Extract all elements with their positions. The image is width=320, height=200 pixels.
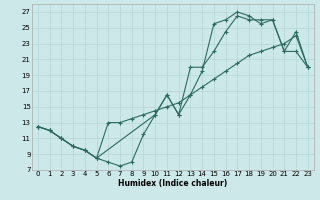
X-axis label: Humidex (Indice chaleur): Humidex (Indice chaleur)	[118, 179, 228, 188]
